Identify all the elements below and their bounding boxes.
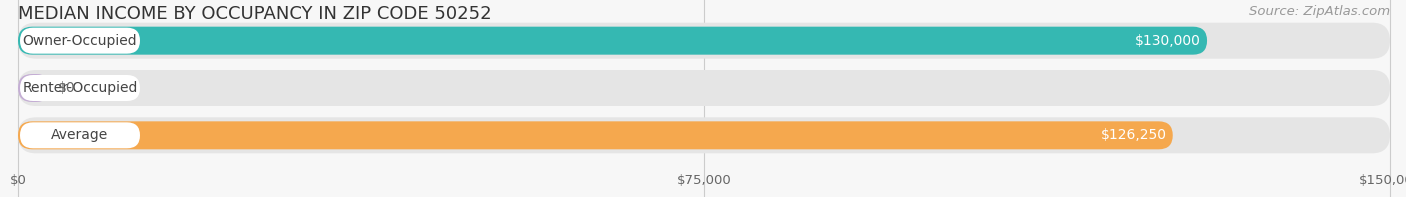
FancyBboxPatch shape: [20, 75, 141, 101]
FancyBboxPatch shape: [18, 117, 1391, 153]
Text: $126,250: $126,250: [1101, 128, 1167, 142]
FancyBboxPatch shape: [20, 122, 141, 148]
Text: $0: $0: [58, 81, 76, 95]
Text: Average: Average: [52, 128, 108, 142]
Text: Renter-Occupied: Renter-Occupied: [22, 81, 138, 95]
Text: $75,000: $75,000: [676, 174, 731, 187]
Text: $150,000: $150,000: [1358, 174, 1406, 187]
FancyBboxPatch shape: [18, 74, 51, 102]
FancyBboxPatch shape: [18, 23, 1391, 59]
FancyBboxPatch shape: [18, 121, 1173, 149]
FancyBboxPatch shape: [18, 70, 1391, 106]
FancyBboxPatch shape: [20, 28, 141, 54]
FancyBboxPatch shape: [18, 27, 1208, 55]
Text: Source: ZipAtlas.com: Source: ZipAtlas.com: [1249, 5, 1391, 18]
Text: Owner-Occupied: Owner-Occupied: [22, 34, 138, 48]
Text: $130,000: $130,000: [1135, 34, 1201, 48]
Text: $0: $0: [10, 174, 27, 187]
Text: MEDIAN INCOME BY OCCUPANCY IN ZIP CODE 50252: MEDIAN INCOME BY OCCUPANCY IN ZIP CODE 5…: [18, 5, 492, 23]
